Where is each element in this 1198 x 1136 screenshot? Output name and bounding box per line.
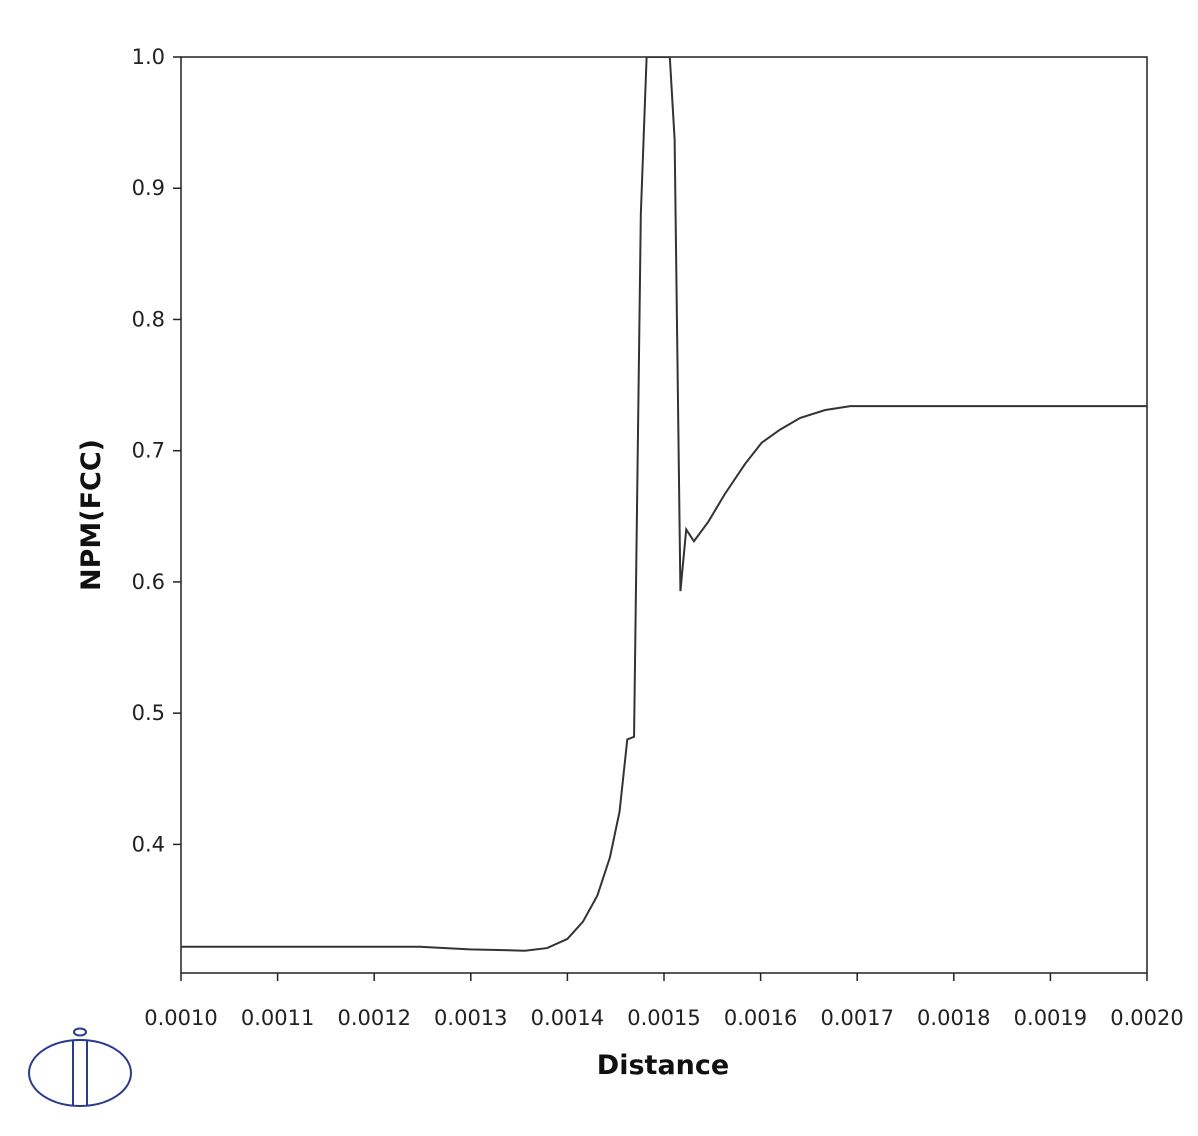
x-tick-label: 0.0013 <box>434 1006 507 1030</box>
plot-layer: 0.4 0.5 0.6 0.7 0.8 0.9 1.0 0.0010 0.0011 0.0012 0… <box>132 45 1184 1030</box>
x-tick-label: 0.0014 <box>531 1006 604 1030</box>
y-axis-title: NPM(FCC) <box>76 439 107 591</box>
y-tick-label: 0.6 <box>132 570 165 594</box>
data-line <box>181 57 1147 952</box>
logo <box>28 1027 132 1107</box>
plot-frame <box>180 56 1148 974</box>
y-tick-label: 0.4 <box>132 832 165 856</box>
x-tick-label: 0.0010 <box>144 1006 217 1030</box>
x-tick-label: 0.0016 <box>724 1006 797 1030</box>
y-tick-label: 1.0 <box>132 45 165 69</box>
x-axis-title: Distance <box>597 1050 729 1081</box>
x-tick-label: 0.0018 <box>917 1006 990 1030</box>
x-tick-label: 0.0017 <box>820 1006 893 1030</box>
y-tick-label: 0.8 <box>132 307 165 331</box>
x-tick-label: 0.0015 <box>627 1006 700 1030</box>
x-tick-label: 0.0012 <box>337 1006 410 1030</box>
y-tick-label: 0.9 <box>132 176 165 200</box>
x-tick-label: 0.0011 <box>241 1006 314 1030</box>
x-tick-label: 0.0019 <box>1014 1006 1087 1030</box>
y-tick-label: 0.7 <box>132 439 165 463</box>
x-tick-label: 0.0020 <box>1110 1006 1183 1030</box>
y-tick-label: 0.5 <box>132 701 165 725</box>
